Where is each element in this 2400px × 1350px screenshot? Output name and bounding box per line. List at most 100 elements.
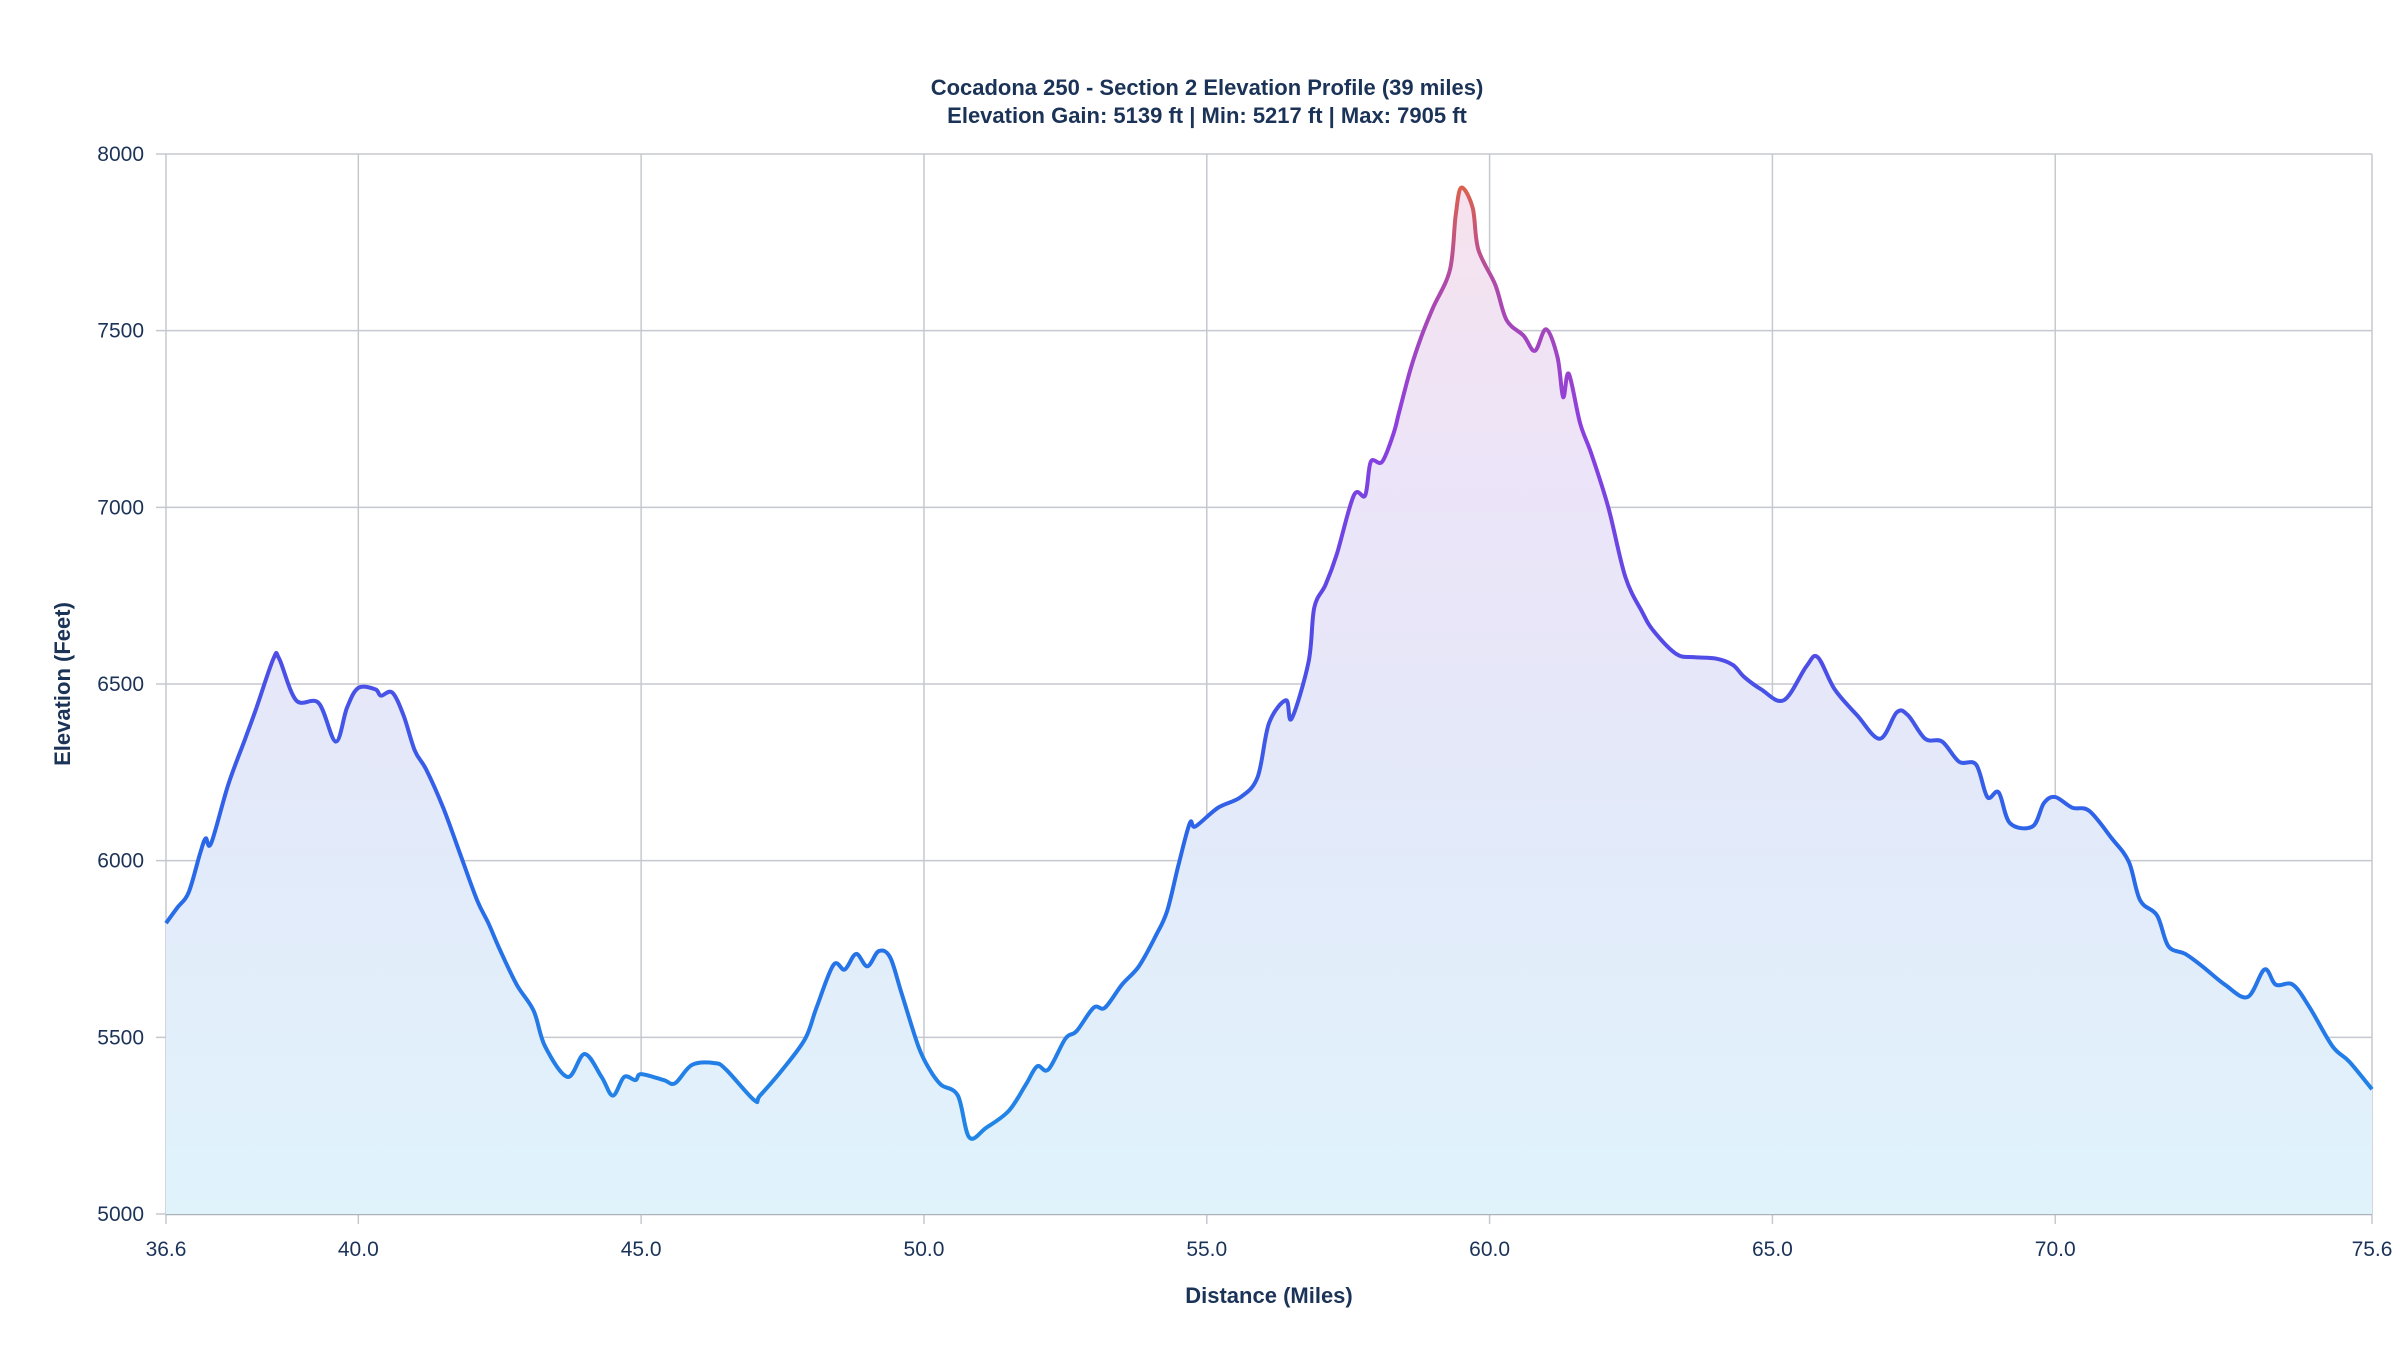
data-point [1448,268,1452,272]
data-point [532,1009,536,1013]
x-tick-label: 60.0 [1469,1238,1510,1261]
data-point [1459,186,1463,190]
data-point [600,1075,604,1079]
data-point [639,1072,643,1076]
x-tick-label: 36.6 [146,1238,187,1261]
x-axis-label: Distance (Miles) [1185,1283,1353,1308]
data-point [1691,655,1695,659]
y-axis-label: Elevation (Feet) [50,602,75,766]
data-point [2370,1087,2374,1091]
data-point [345,706,349,710]
data-point [175,906,179,910]
data-point [1782,698,1786,702]
data-point [803,1037,807,1041]
data-point [1471,206,1475,210]
y-tick-label: 7500 [97,320,144,343]
data-point [566,1075,570,1079]
data-point [967,1135,971,1139]
data-point [209,841,213,845]
data-point [1985,795,1989,799]
data-point [2031,824,2035,828]
data-point [2127,860,2131,864]
data-point [916,1044,920,1048]
data-point [2053,795,2057,799]
data-point [1397,410,1401,414]
data-point [1974,763,1978,767]
chart-title: Cocadona 250 - Section 2 Elevation Profi… [931,75,1484,100]
data-point [356,686,360,690]
y-tick-label: 6000 [97,850,144,873]
data-point [243,737,247,741]
data-point [498,947,502,951]
data-point [475,898,479,902]
data-point [1290,717,1294,721]
data-point [1120,983,1124,987]
data-point [204,836,208,840]
data-point [543,1044,547,1048]
data-point [1431,306,1435,310]
data-point [1895,710,1899,714]
data-point [583,1052,587,1056]
data-point [1369,460,1373,464]
data-point [956,1094,960,1098]
data-point [1063,1037,1067,1041]
data-point [226,783,230,787]
data-point [1284,698,1288,702]
data-point [752,1098,756,1102]
data-point [843,967,847,971]
data-point [1816,655,1820,659]
data-point [899,990,903,994]
data-point [1623,575,1627,579]
data-point [1216,806,1220,810]
data-point [1940,740,1944,744]
data-point [2183,952,2187,956]
data-point [611,1094,615,1098]
data-point [294,698,298,702]
data-point [1024,1083,1028,1087]
x-tick-label: 45.0 [621,1238,662,1261]
data-point [2347,1060,2351,1064]
data-point [2070,806,2074,810]
data-point [1555,355,1559,359]
y-tick-label: 8000 [97,143,144,166]
data-point [1561,395,1565,399]
elevation-line [164,185,2374,1141]
x-tick-label: 50.0 [904,1238,945,1261]
data-point [1640,610,1644,614]
data-point [1363,493,1367,497]
data-point [515,983,519,987]
data-point [1544,327,1548,331]
data-point [1476,247,1480,251]
data-point [2246,995,2250,999]
x-tick-label: 55.0 [1186,1238,1227,1261]
x-tick-label: 75.6 [2352,1238,2393,1261]
data-point [1103,1006,1107,1010]
data-point [1312,606,1316,610]
data-point [271,657,275,661]
data-point [1176,863,1180,867]
chart-subtitle: Elevation Gain: 5139 ft | Min: 5217 ft |… [947,103,1467,128]
data-point [1267,721,1271,725]
data-point [2155,913,2159,917]
data-point [2042,801,2046,805]
data-point [2166,944,2170,948]
data-point [2291,983,2295,987]
data-point [713,1061,717,1065]
data-point [164,921,168,925]
data-point [1420,334,1424,338]
data-point [888,955,892,959]
data-point [1522,334,1526,338]
data-point [2138,898,2142,902]
data-point [2263,967,2267,971]
data-point [1997,790,2001,794]
data-point [1674,652,1678,656]
x-tick-label: 65.0 [1752,1238,1793,1261]
data-point [2008,821,2012,825]
elevation-area-fill [166,187,2372,1215]
y-tick-label: 6500 [97,673,144,696]
data-point [373,687,377,691]
data-point [673,1081,677,1085]
data-point [1391,432,1395,436]
data-point [1714,657,1718,661]
